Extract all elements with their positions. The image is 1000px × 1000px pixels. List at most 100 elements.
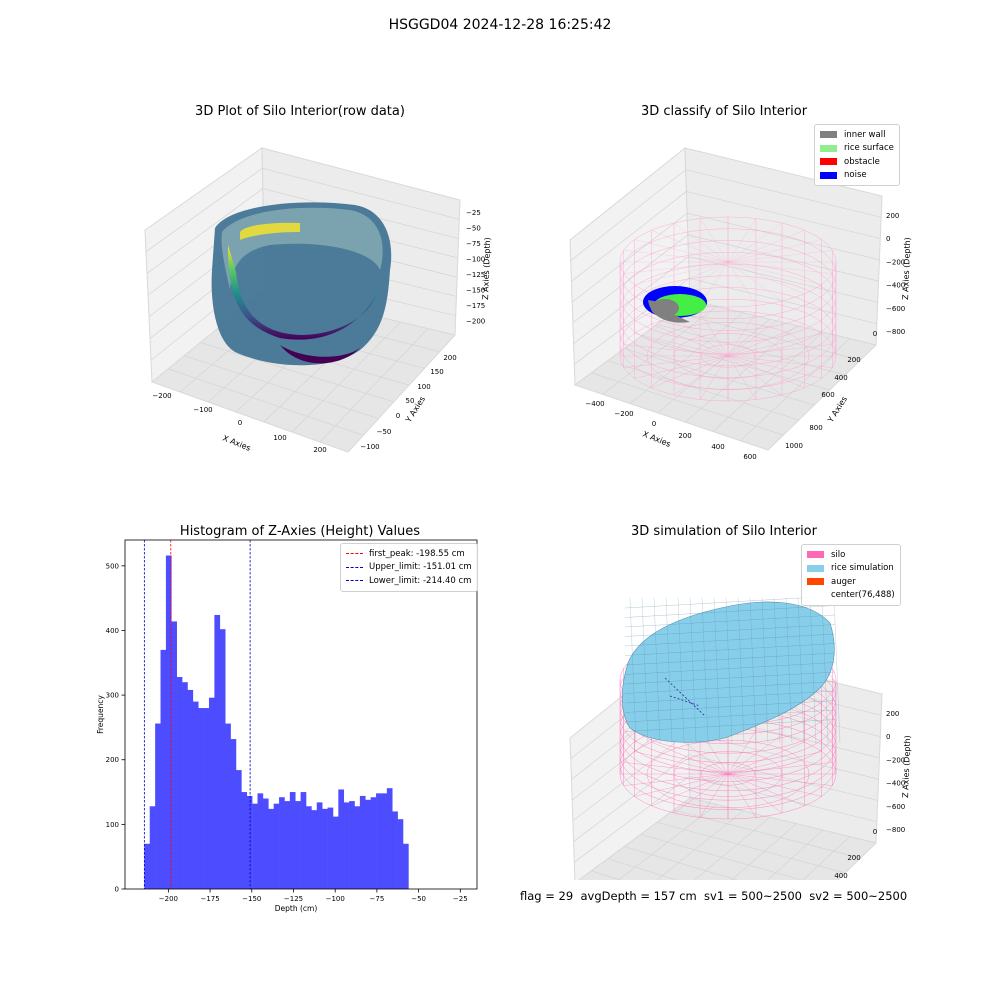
grid-line: [687, 234, 879, 282]
mesh-line: [653, 597, 661, 744]
legend-label: inner wall: [844, 129, 886, 140]
y-tick-label: 150: [430, 368, 443, 376]
y-tick-label: 0: [873, 330, 877, 338]
legend-label: auger: [831, 576, 856, 587]
histogram-bar: [262, 798, 269, 889]
silo-roof-spoke: [727, 261, 783, 302]
y-tick-label: 400: [106, 627, 119, 635]
silo-roof-spoke: [727, 261, 805, 295]
mesh-line: [833, 597, 841, 744]
histogram-bar: [349, 801, 355, 889]
z-tick-label: −50: [466, 225, 481, 233]
legend-swatch: [807, 578, 824, 586]
y-tick-label: 1000: [785, 442, 803, 450]
histogram-bar: [397, 819, 404, 889]
histogram-bar: [295, 801, 301, 889]
mesh-line: [713, 597, 721, 744]
y-tick-label: 800: [809, 424, 822, 432]
histogram-bar: [252, 803, 258, 889]
grid-line: [617, 804, 717, 880]
legend-swatch: [820, 171, 837, 179]
axes-frame: [124, 539, 478, 890]
histogram-bar: [316, 802, 323, 889]
mesh-line: [773, 597, 781, 744]
mesh-line: [624, 719, 836, 732]
legend-label: center(76,488): [831, 590, 895, 601]
y-tick-label: 400: [834, 374, 847, 382]
x-axis-label: Depth (cm): [275, 904, 318, 913]
legend-swatch: [346, 566, 363, 568]
x-tick-label: −50: [411, 895, 426, 903]
legend-swatch: [346, 553, 363, 555]
z-tick-label: −75: [466, 240, 481, 248]
silo-floor-ring: [700, 344, 756, 368]
point-cloud-rim: [240, 222, 300, 240]
z-tick-label: −150: [466, 287, 485, 295]
mesh-line: [624, 614, 836, 628]
silo-roof-spoke: [623, 250, 729, 263]
silo-roof-spoke: [727, 229, 805, 263]
z-tick-label: −800: [886, 826, 905, 834]
histogram-bar: [225, 723, 231, 889]
grid-line: [688, 754, 878, 801]
z-tick-label: −800: [886, 328, 905, 336]
histogram-bar: [300, 792, 307, 889]
grid-line: [571, 191, 687, 282]
histogram-bar: [289, 792, 296, 889]
y-tick-label: 100: [417, 383, 430, 391]
legend-swatch: [820, 144, 837, 152]
z-tick-label: −200: [886, 756, 905, 764]
histogram-bar: [187, 689, 194, 889]
x-tick-label: −200: [152, 392, 171, 400]
grid-line: [730, 823, 797, 880]
histogram-bar: [192, 701, 199, 889]
grid-line: [607, 858, 678, 880]
legend-label: first_peak: -198.55 cm: [369, 548, 465, 559]
legend-label: Upper_limit: -151.01 cm: [369, 562, 472, 573]
silo-roof-spoke: [727, 261, 757, 306]
histogram-bar: [171, 621, 177, 889]
panel2-title: 3D classify of Silo Interior: [640, 104, 808, 119]
legend-swatch: [346, 580, 363, 582]
mesh-line: [624, 709, 836, 723]
histogram-bar: [359, 795, 366, 889]
histogram-bar: [306, 806, 312, 889]
point-cloud-bottom: [280, 345, 360, 364]
silo-roof-spoke: [727, 239, 822, 263]
panel4-axes: −400−2000200400600100080060040020002000−…: [569, 595, 912, 880]
histogram-bar: [365, 799, 371, 889]
histogram-bar: [279, 797, 285, 889]
z-tick-label: 0: [886, 235, 890, 243]
y-tick-label: 600: [821, 391, 834, 399]
y-tick-label: 500: [106, 562, 119, 570]
silo-roof-spoke: [727, 222, 783, 263]
silo-floor-ring: [646, 740, 810, 808]
mesh-line: [797, 597, 805, 744]
grid-line: [656, 810, 744, 880]
grid-line: [145, 168, 263, 252]
z-tick-label: 200: [886, 710, 899, 718]
grid-line: [602, 306, 717, 395]
x-tick-label: −175: [200, 895, 219, 903]
legend-entry: Upper_limit: -151.01 cm: [346, 561, 472, 575]
histogram-bar: [209, 697, 215, 889]
x-tick-label: −400: [585, 400, 604, 408]
legend-entry: Lower_limit: -214.40 cm: [346, 574, 472, 588]
panel2-3d-plot: −400 −200 0 200 400 600 1000 800 600 400 200 0 200 0 −…: [569, 146, 912, 461]
legend-entry: noise: [820, 169, 894, 183]
x-tick-label: −150: [242, 895, 261, 903]
histogram-bar: [257, 793, 264, 889]
silo-floor-ring: [646, 322, 810, 390]
mesh-line: [629, 597, 637, 744]
histogram-bar: [165, 555, 172, 889]
legend-swatch: [820, 158, 837, 166]
histogram-bar: [311, 810, 318, 889]
mesh-line: [624, 624, 836, 637]
histogram-bar: [327, 807, 334, 889]
grid-line: [200, 342, 394, 403]
y-tick-label: 400: [834, 872, 847, 880]
histogram-bar: [155, 723, 161, 889]
panel4-legend: silo rice simulation auger center(76,488): [801, 544, 901, 606]
grid-line: [657, 323, 846, 376]
